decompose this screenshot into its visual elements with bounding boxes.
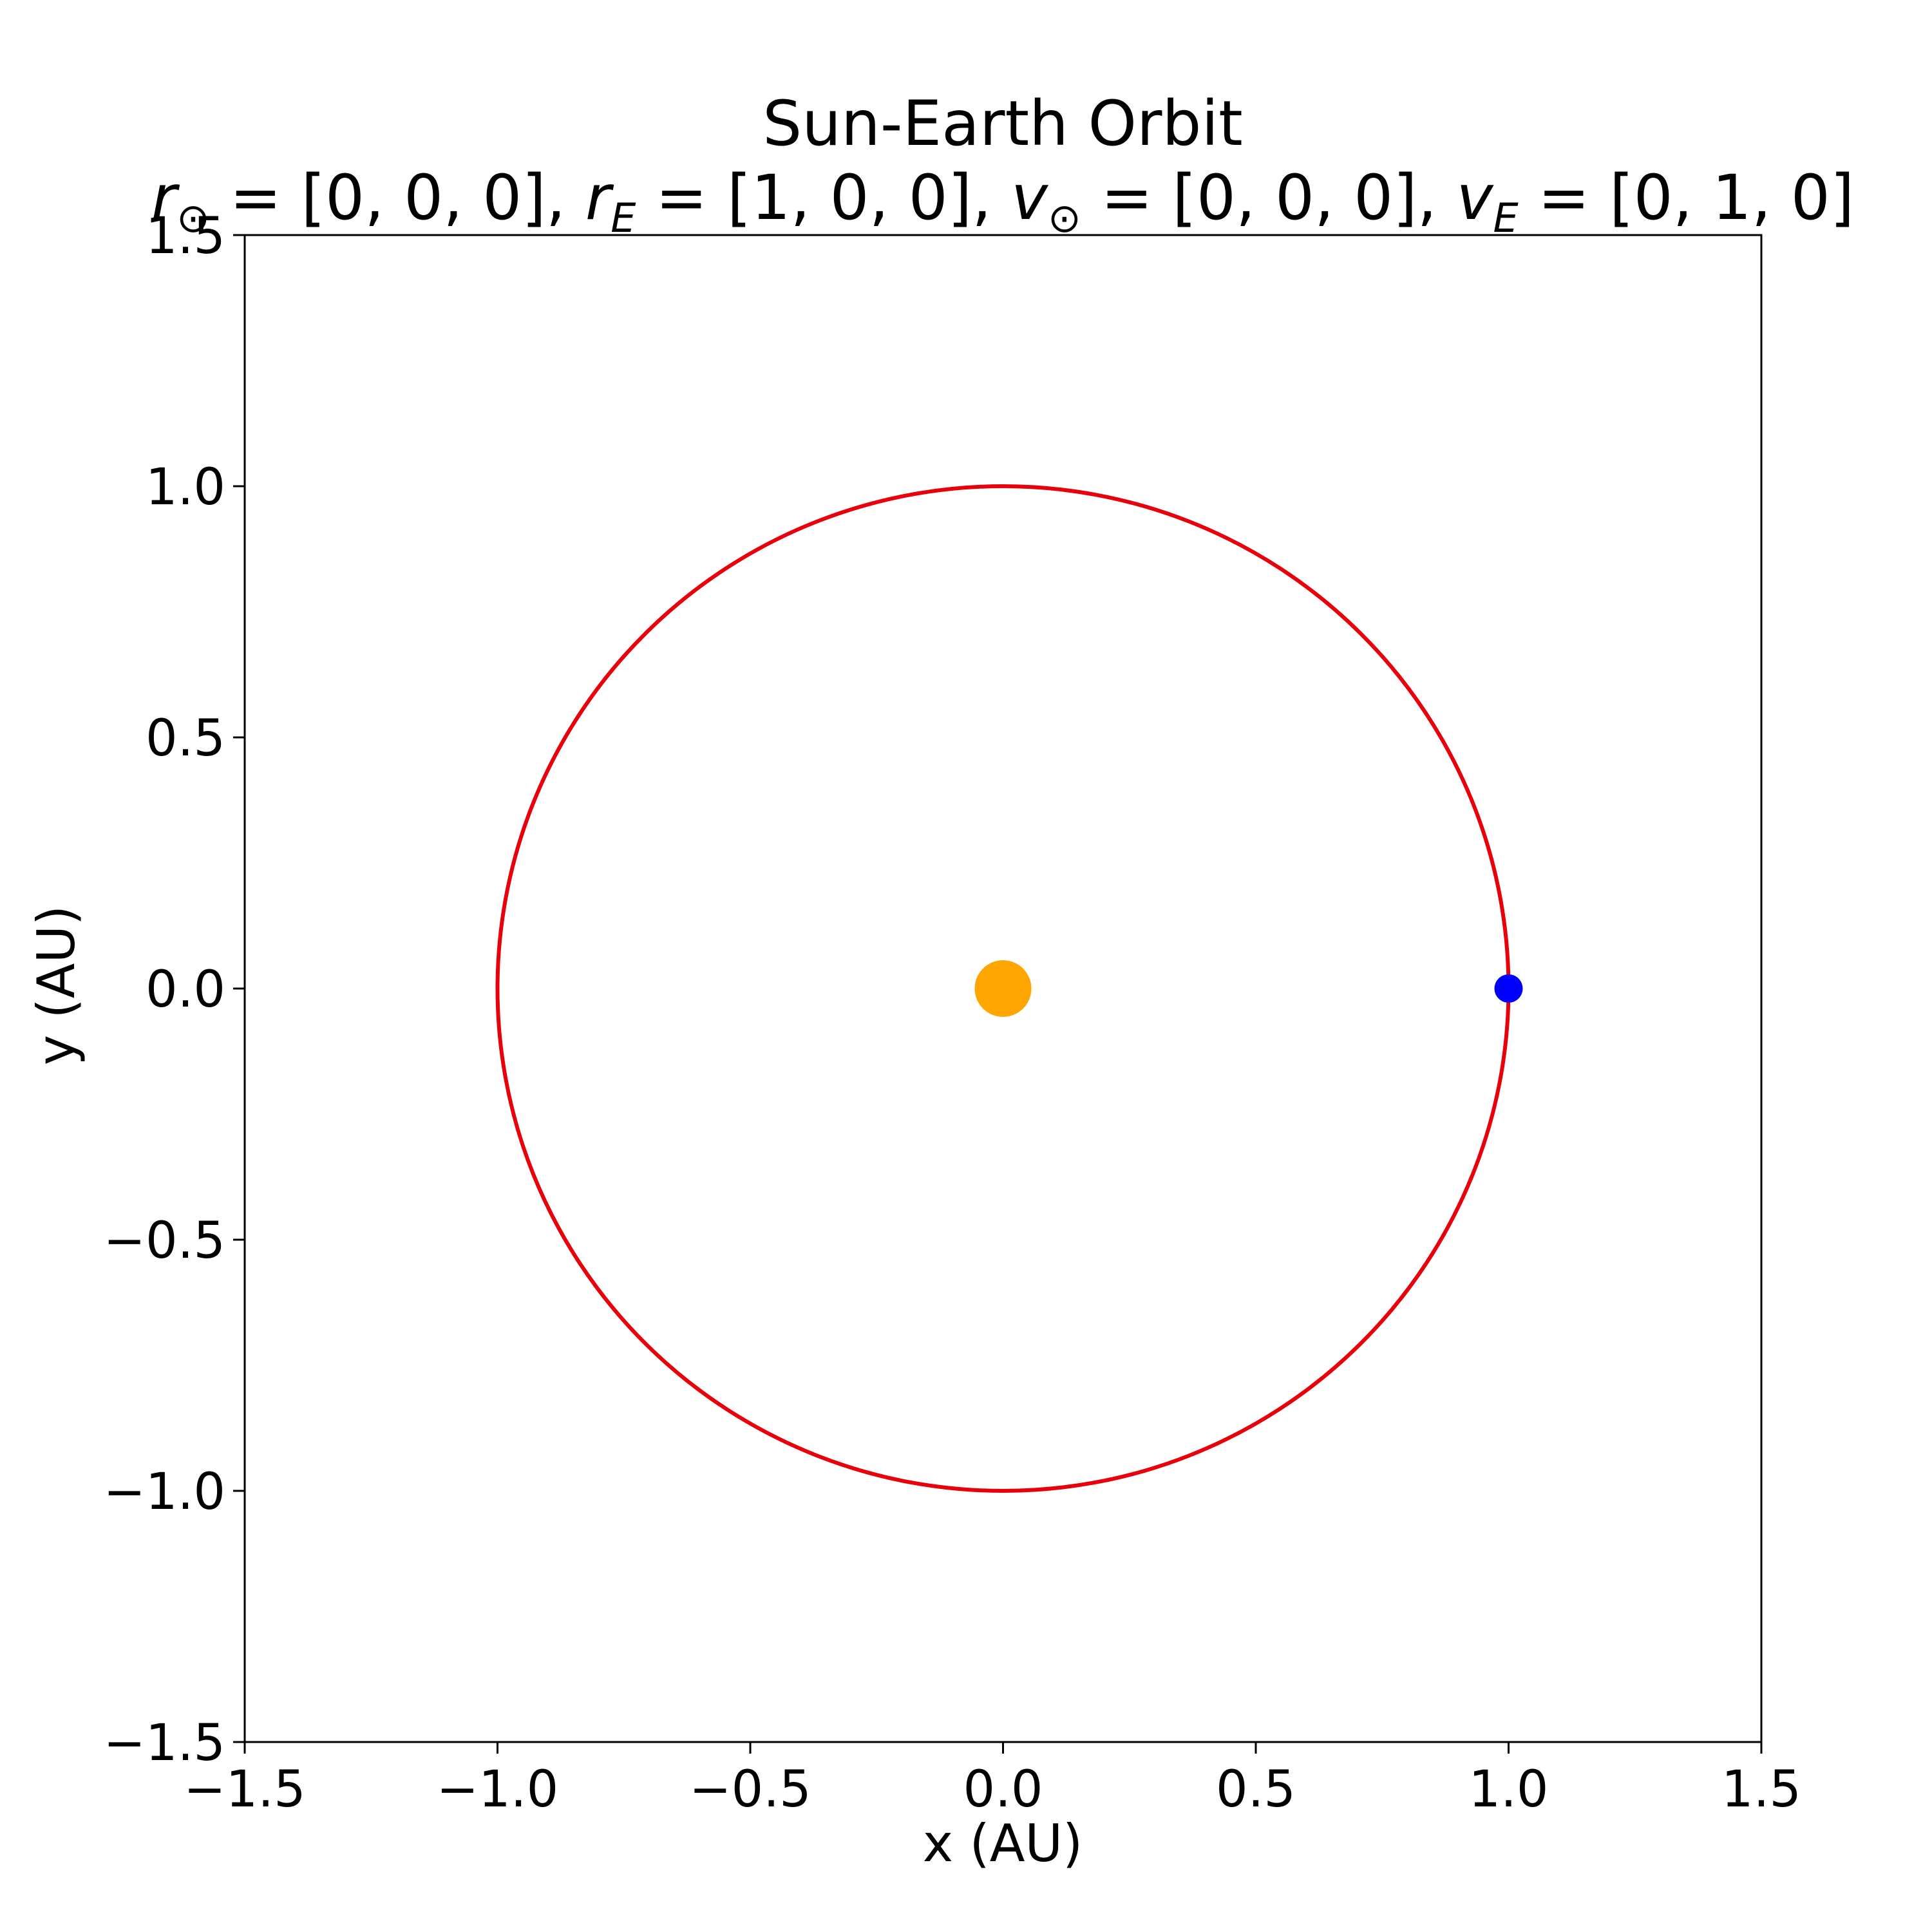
y-tick-label: 1.0 bbox=[146, 459, 225, 516]
subtitle-sub-3: E bbox=[1493, 194, 1519, 242]
x-tick-label: −1.0 bbox=[437, 1761, 558, 1819]
y-tick-label: 0.0 bbox=[146, 961, 225, 1019]
y-tick-label: 0.5 bbox=[146, 710, 225, 768]
subtitle-var-3: v bbox=[1457, 162, 1494, 234]
x-tick-label: 0.0 bbox=[963, 1761, 1043, 1819]
y-axis-label: y (AU) bbox=[26, 905, 86, 1065]
sun-point bbox=[974, 960, 1032, 1017]
subtitle-sub-0: ⊙ bbox=[176, 194, 210, 242]
x-tick-label: −1.5 bbox=[184, 1761, 305, 1819]
x-tick-label: −0.5 bbox=[689, 1761, 811, 1819]
subtitle-sub-2: ⊙ bbox=[1048, 194, 1081, 242]
subtitle-var-0: r bbox=[151, 162, 180, 234]
subtitle-var-1: r bbox=[585, 162, 614, 234]
subtitle-value-3: [0, 1, 0] bbox=[1609, 162, 1854, 234]
subtitle-value-0: [0, 0, 0] bbox=[301, 162, 546, 234]
y-tick-label: −1.5 bbox=[104, 1714, 225, 1772]
x-axis-label: x (AU) bbox=[923, 1814, 1083, 1873]
subtitle-var-2: v bbox=[1011, 162, 1048, 234]
subtitle-sub-1: E bbox=[611, 194, 636, 242]
ticks-layer: −1.5 −1.0 −0.5 0.0 0.5 1.0 1.5 −1.5 −1.0 −0.5 0.0 0… bbox=[104, 207, 1801, 1819]
x-tick-label: 1.5 bbox=[1721, 1761, 1801, 1819]
y-tick-label: 1.5 bbox=[146, 207, 225, 265]
earth-point bbox=[1494, 974, 1523, 1003]
x-tick-label: 0.5 bbox=[1216, 1761, 1296, 1819]
marks-layer bbox=[495, 484, 1523, 1493]
y-tick-label: −0.5 bbox=[104, 1212, 225, 1270]
x-tick-label: 1.0 bbox=[1468, 1761, 1548, 1819]
chart-title: Sun-Earth Orbit bbox=[762, 88, 1243, 160]
chart-subtitle: r⊙ = [0, 0, 0], rE = [1, 0, 0], v⊙ = [0,… bbox=[151, 162, 1855, 242]
y-tick-label: −1.0 bbox=[104, 1463, 225, 1521]
subtitle-value-2: [0, 0, 0] bbox=[1172, 162, 1417, 234]
plot-frame bbox=[243, 234, 1763, 1743]
subtitle-value-1: [1, 0, 0] bbox=[727, 162, 972, 234]
